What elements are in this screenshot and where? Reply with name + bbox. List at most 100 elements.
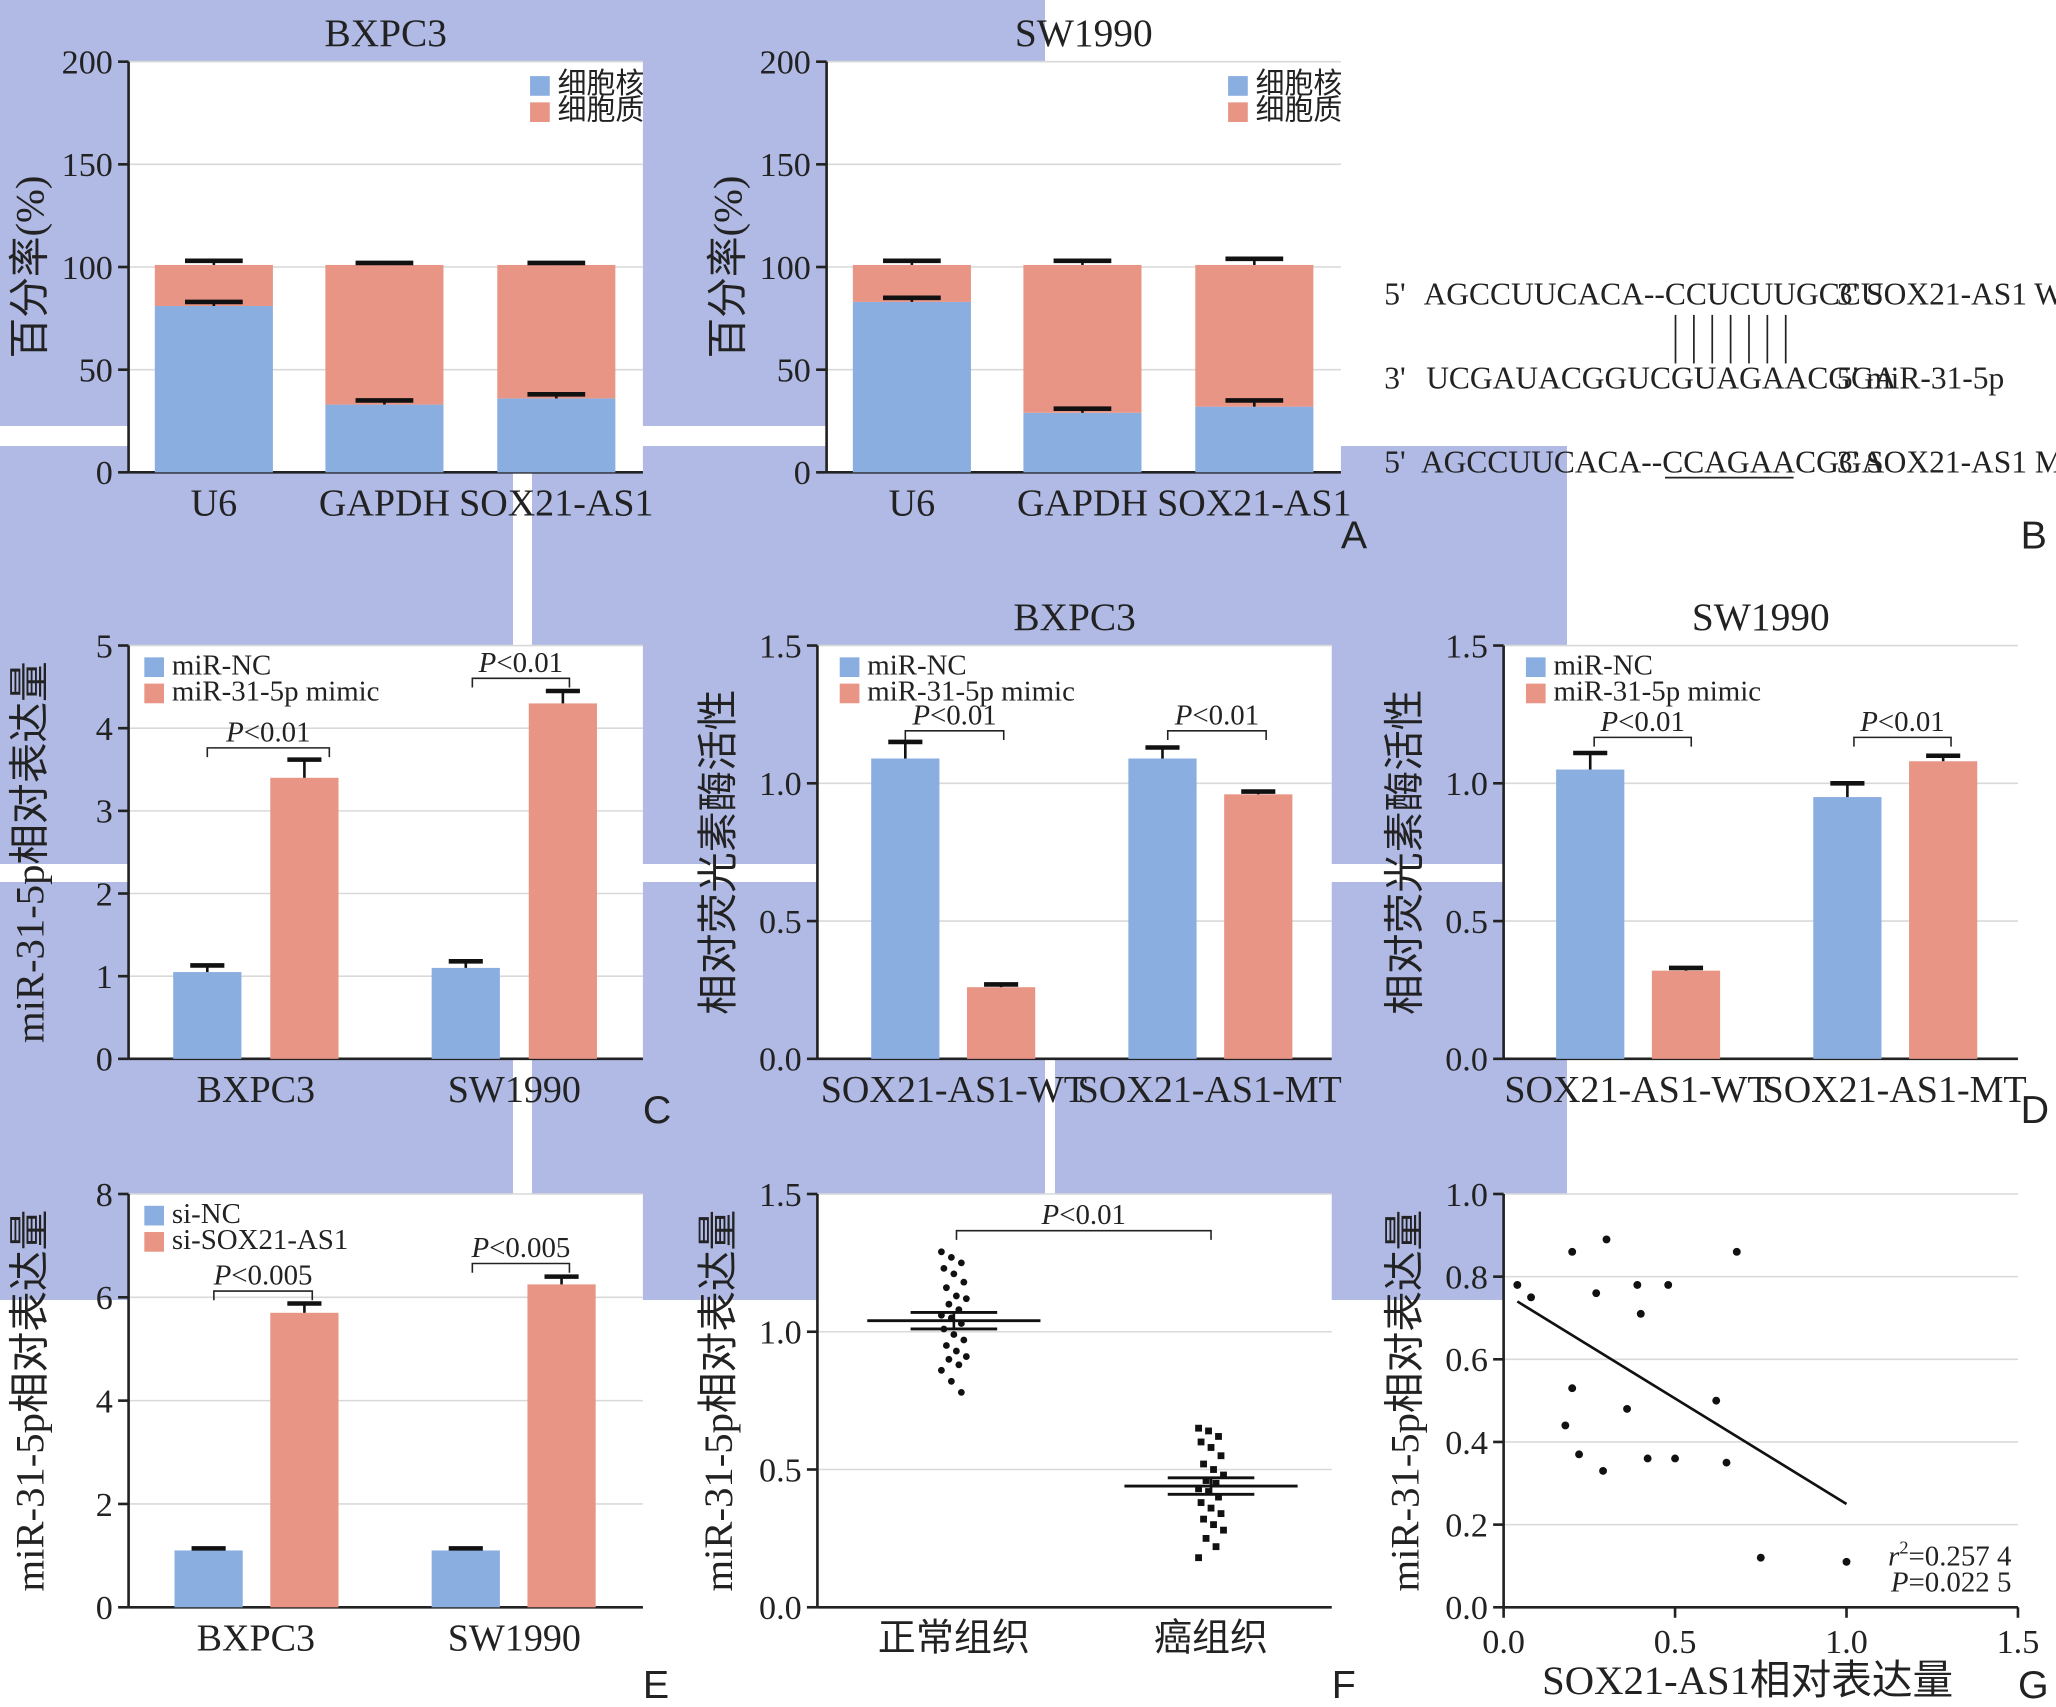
F-data-point — [1202, 1477, 1210, 1484]
D2-significance-bracket — [1853, 736, 1952, 747]
F-category-label: 癌组织 — [1154, 1618, 1268, 1660]
G-data-point — [1842, 1557, 1851, 1566]
mir-sequence: UCGAUACGGUCGUAGAACGGA — [1426, 360, 1897, 395]
D1-ytick-label: 1.5 — [759, 628, 802, 665]
F-data-point — [1200, 1515, 1207, 1523]
G-r-squared: r2=0.257 4 — [1888, 1537, 2011, 1572]
D1-legend-swatch — [839, 657, 860, 678]
G-data-point — [1732, 1247, 1741, 1256]
A2-legend-label: 细胞质 — [1256, 94, 1343, 126]
A1-ytick-label: 50 — [79, 352, 113, 389]
D1-significance-bracket — [904, 730, 1005, 741]
E-legend-swatch — [144, 1205, 165, 1226]
A1-bar-nucleus — [154, 306, 273, 473]
E-significance-label: P<0.005 — [470, 1232, 570, 1264]
F-data-point — [947, 1253, 955, 1261]
F-data-point — [942, 1342, 950, 1349]
G-ytick-label: 0.6 — [1445, 1342, 1488, 1379]
panel-letter-e: E — [643, 1663, 669, 1707]
D2-bar-treatment — [1909, 761, 1978, 1059]
A2-bar-nucleus — [852, 301, 971, 473]
F-data-point — [957, 1259, 965, 1267]
C-ytick-label: 5 — [96, 628, 113, 665]
A1-bar-cytoplasm — [497, 264, 616, 399]
F-data-point — [950, 1331, 958, 1338]
D1-bar-treatment — [1224, 794, 1293, 1059]
F-data-point — [1195, 1424, 1202, 1432]
F-data-point — [1207, 1444, 1215, 1451]
A2-legend-swatch — [1228, 76, 1248, 96]
A2-category-label: SOX21-AS1 — [1157, 483, 1351, 525]
G-regression-line — [1516, 1300, 1848, 1506]
E-ytick-label: 2 — [96, 1487, 113, 1524]
F-data-point — [937, 1366, 945, 1374]
D1-significance-bracket — [1166, 730, 1267, 741]
A1-ytick-label: 200 — [62, 44, 113, 81]
D1-y-label: 相对荧光素酶活性 — [696, 690, 741, 1015]
D2-bar-control — [1556, 769, 1625, 1059]
C-bar-treatment — [270, 777, 339, 1059]
E-bar-control — [174, 1550, 243, 1608]
D1-bar-control — [1128, 758, 1197, 1059]
panel-letter-g: G — [2018, 1663, 2049, 1707]
G-ytick-label: 0.4 — [1445, 1425, 1488, 1462]
C-legend-swatch — [144, 683, 165, 704]
E-bar-treatment — [270, 1312, 339, 1608]
panel-letter-b: B — [2021, 513, 2047, 557]
F-data-point — [1195, 1485, 1202, 1493]
mir-prefix: 3' — [1384, 360, 1405, 395]
D2-legend-label: miR-NC — [1553, 649, 1652, 681]
mt-sequence: AGCCUUCACA--CCAGAACGGA — [1421, 444, 1885, 479]
F-data-point — [1212, 1543, 1220, 1551]
C-bar-control — [431, 967, 500, 1059]
F-data-point — [1215, 1433, 1222, 1440]
C-ytick-label: 1 — [96, 959, 113, 996]
F-data-point — [1220, 1526, 1227, 1534]
F-data-point — [952, 1292, 960, 1300]
panel-letter-a: A — [1341, 513, 1368, 557]
D1-legend-label: miR-NC — [867, 649, 966, 681]
F-data-point — [1210, 1466, 1217, 1473]
F-ytick-label: 1.5 — [759, 1177, 802, 1214]
G-data-point — [1643, 1454, 1652, 1463]
F-data-point — [950, 1270, 958, 1278]
G-data-point — [1722, 1458, 1731, 1467]
A1-category-label: SOX21-AS1 — [459, 483, 653, 525]
G-data-point — [1568, 1247, 1577, 1256]
C-legend-swatch — [144, 657, 165, 678]
A2-ytick-label: 200 — [760, 44, 811, 81]
D1-legend-label: miR-31-5p mimic — [867, 676, 1075, 708]
D2-legend-swatch — [1525, 683, 1546, 704]
C-y-label: miR-31-5p相对表达量 — [7, 661, 52, 1043]
panel-letter-d: D — [2021, 1088, 2049, 1132]
E-ytick-label: 6 — [96, 1280, 113, 1317]
F-data-point — [947, 1377, 955, 1385]
wt-sequence: AGCCUUCACA--CCUCUUGCCU — [1424, 276, 1884, 311]
C-bar-treatment — [528, 703, 597, 1059]
A1-ytick-label: 0 — [96, 455, 113, 492]
C-bar-control — [173, 972, 242, 1059]
A2-category-label: GAPDH — [1017, 483, 1148, 525]
C-ytick-label: 4 — [96, 711, 113, 748]
D2-ytick-label: 1.5 — [1445, 628, 1488, 665]
F-data-point — [955, 1361, 963, 1369]
A2-category-label: U6 — [889, 483, 935, 525]
E-ytick-label: 0 — [96, 1590, 113, 1627]
G-data-point — [1623, 1404, 1631, 1413]
G-xtick-label: 0.0 — [1482, 1624, 1525, 1661]
A1-ytick-label: 100 — [62, 250, 113, 287]
A2-legend-swatch — [1228, 102, 1248, 123]
A1-category-label: GAPDH — [319, 483, 450, 525]
sequence-alignment: 5' AGCCUUCACA--CCUCUUGCCU 3' SOX21-AS1 W… — [1384, 276, 2056, 479]
G-p-value: P=0.022 5 — [1890, 1567, 2012, 1599]
F-ytick-label: 1.0 — [759, 1315, 802, 1352]
D1-ytick-label: 1.0 — [759, 766, 802, 803]
F-category-label: 正常组织 — [878, 1618, 1030, 1660]
D2-ytick-label: 0.0 — [1445, 1042, 1488, 1079]
F-data-point — [1217, 1510, 1225, 1518]
A2-bar-nucleus — [1195, 406, 1314, 473]
F-data-point — [940, 1264, 948, 1272]
A1-legend-label: 细胞质 — [558, 94, 645, 126]
panel-letter-f: F — [1332, 1663, 1356, 1707]
